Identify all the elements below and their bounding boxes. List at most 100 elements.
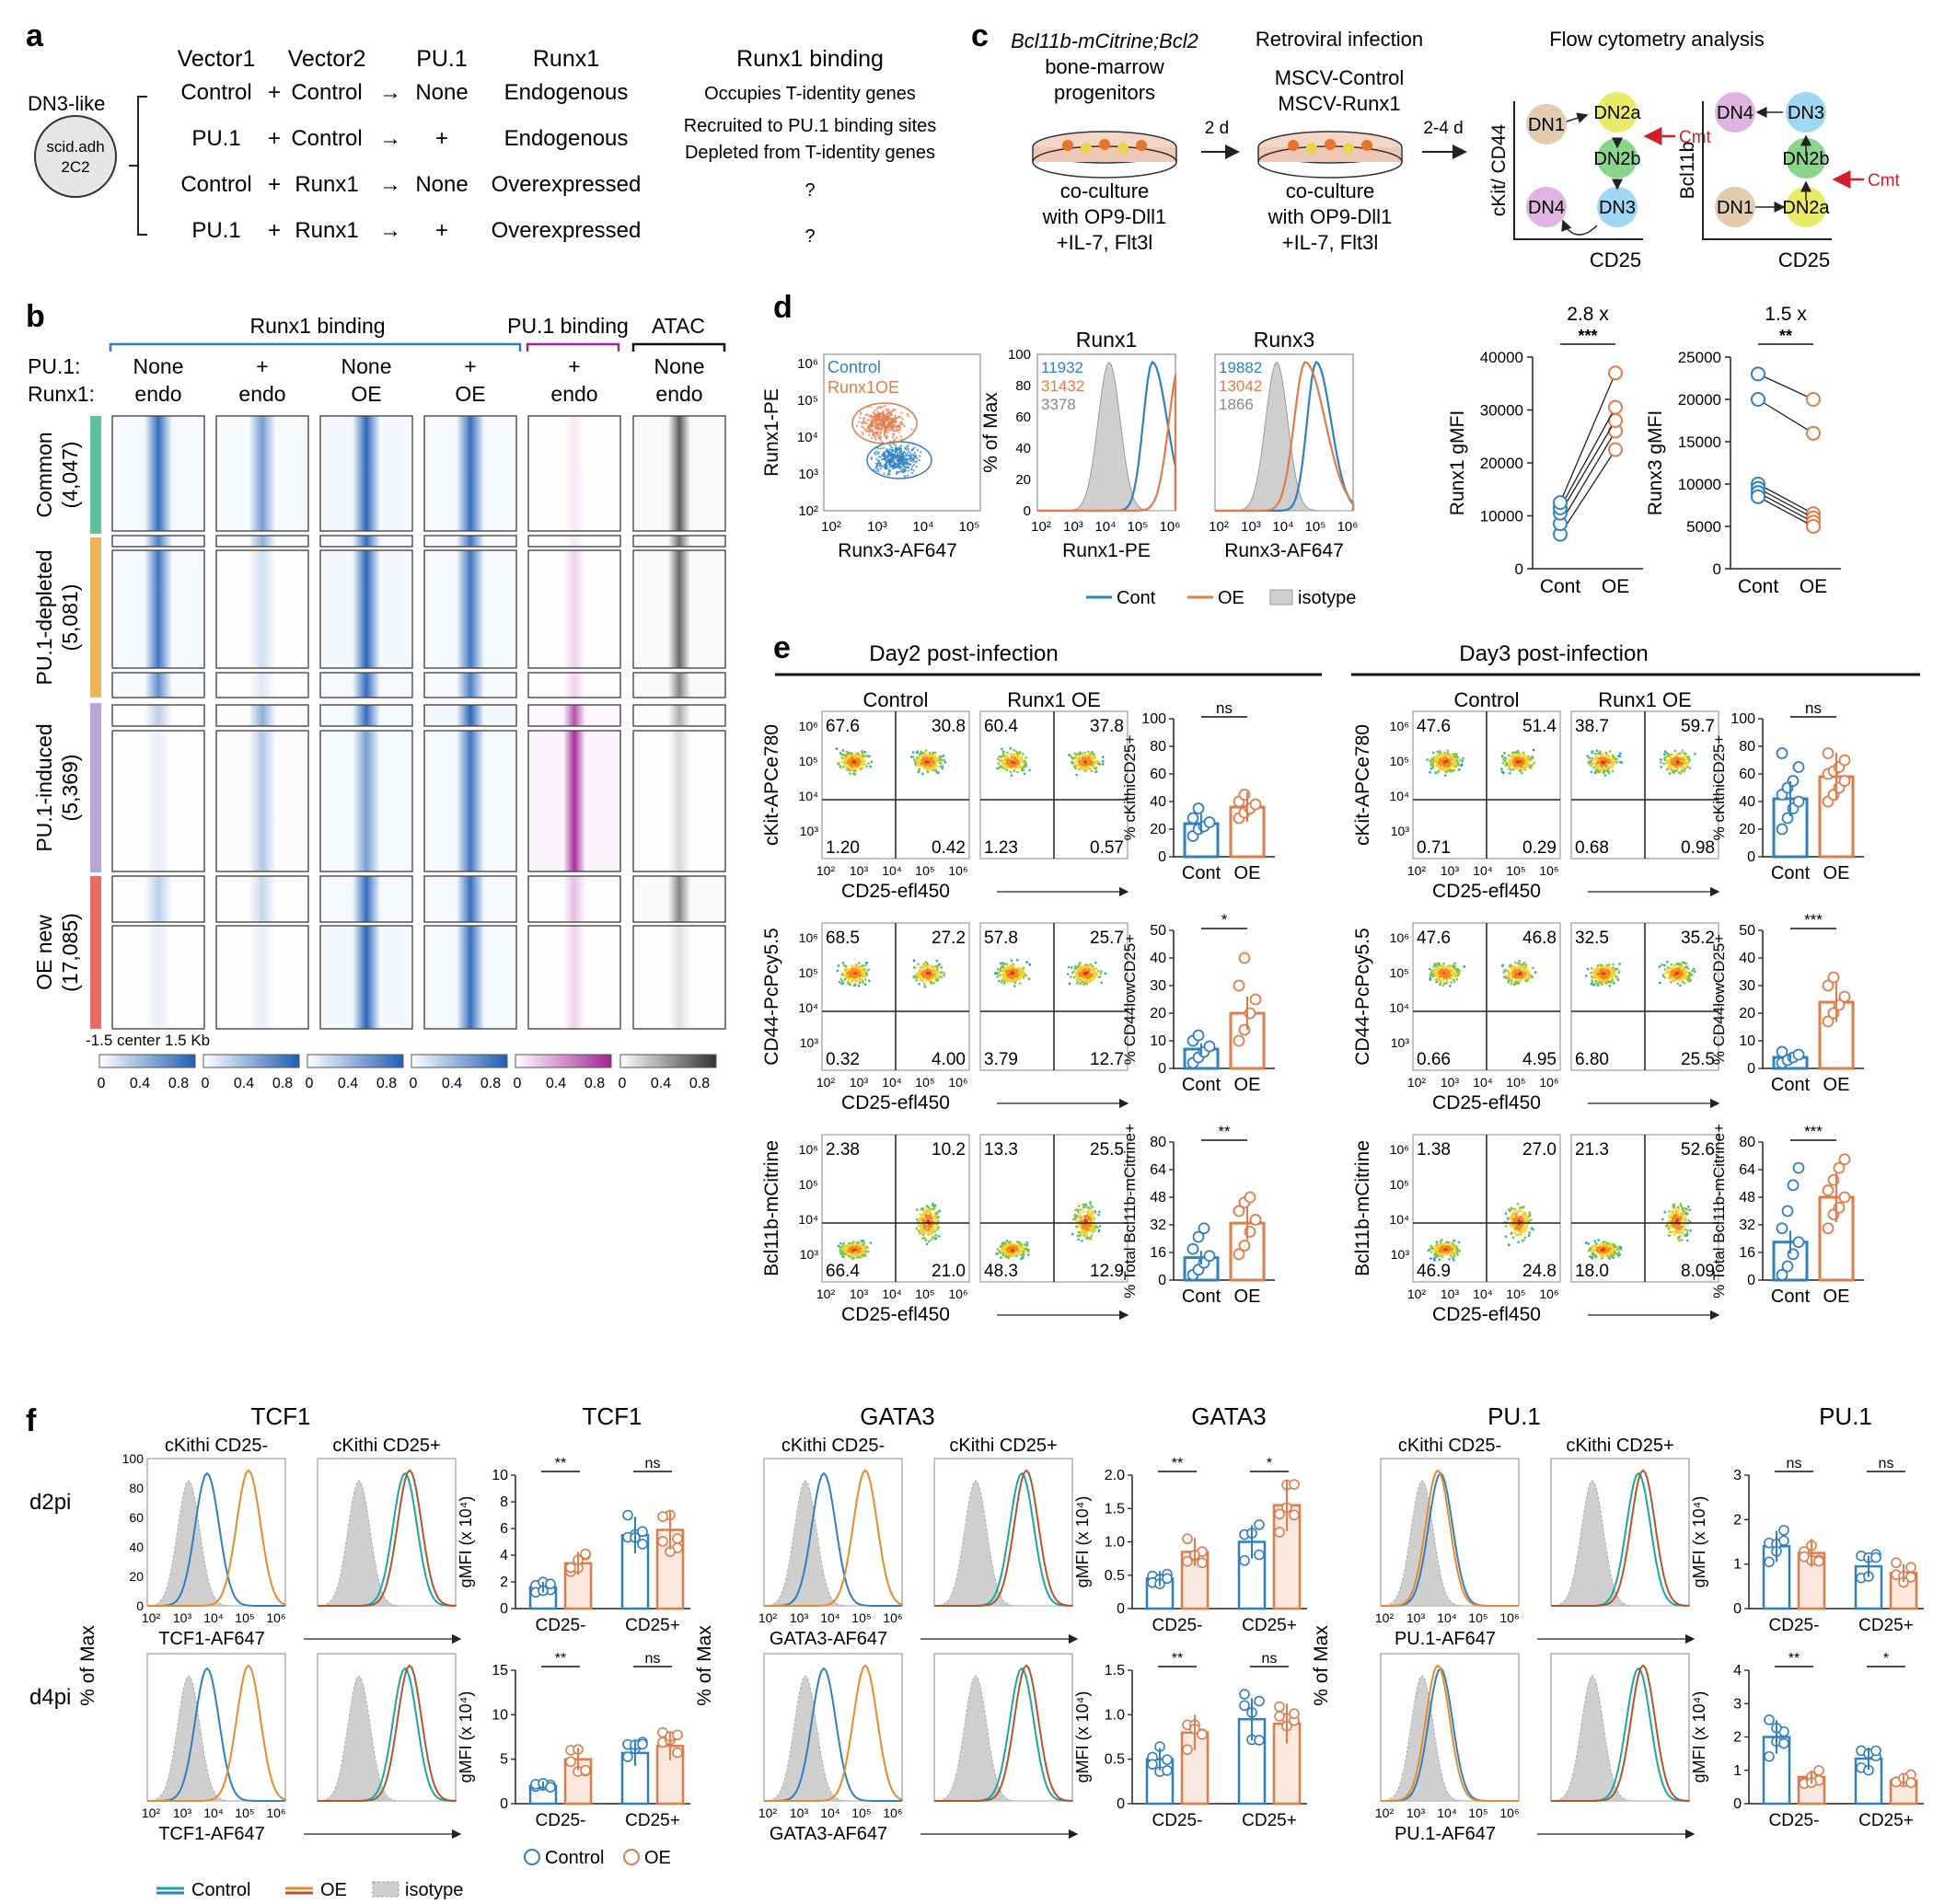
oe-event-dot <box>892 430 896 433</box>
e-event-dot <box>1431 764 1434 767</box>
heatmap-block-border <box>215 672 309 698</box>
node-dn3 <box>1597 187 1638 227</box>
e-ylabel: cKit-APCe780 <box>1352 724 1373 846</box>
e-event-dot <box>1091 966 1094 970</box>
e-event-dot <box>921 1237 924 1240</box>
e-event-dot <box>928 758 932 761</box>
e-event-dot <box>1084 766 1087 769</box>
e-event-dot <box>1441 978 1445 982</box>
heatmap-block <box>527 875 621 923</box>
heatmap-block-border <box>215 730 309 872</box>
e-event-dot <box>939 755 943 758</box>
e-ytick: 10⁵ <box>1390 965 1409 980</box>
e-event-dot <box>1024 1247 1028 1250</box>
e-ytick: 10⁶ <box>799 719 818 733</box>
e-event-dot <box>998 979 1001 983</box>
e-event-dot <box>1013 985 1016 987</box>
e-data-point <box>1792 761 1805 773</box>
hist-gmfi-value: 3378 <box>1041 396 1076 413</box>
e-event-dot <box>1015 750 1018 754</box>
oe-event-dot <box>885 416 888 419</box>
e-event-dot <box>996 1248 1000 1251</box>
e-event-dot <box>862 1252 865 1254</box>
e-xtick: 10⁶ <box>948 1075 967 1090</box>
e-event-dot <box>857 962 861 964</box>
e-event-dot <box>1017 763 1021 766</box>
e-event-dot <box>1016 958 1019 962</box>
control-event-dot <box>903 446 907 450</box>
e-event-dot <box>1460 763 1464 766</box>
e-event-dot <box>1435 964 1438 967</box>
step1-line2: bone-marrow <box>1045 55 1164 78</box>
e-event-dot <box>862 970 864 973</box>
control-event-dot <box>902 450 906 454</box>
e-event-dot <box>1023 772 1026 776</box>
e-event-dot <box>852 1243 855 1246</box>
e-event-dot <box>941 971 943 974</box>
e-event-dot <box>856 762 859 765</box>
e-event-dot <box>1001 752 1005 755</box>
e-event-dot <box>1596 752 1600 756</box>
row-vector1: Control <box>180 172 251 197</box>
control-event-dot <box>878 460 881 464</box>
e-event-dot <box>925 1242 929 1246</box>
e-event-dot <box>940 758 943 762</box>
control-event-dot <box>918 459 920 462</box>
e-event-dot <box>1618 760 1622 764</box>
e-event-dot <box>865 765 868 767</box>
quadrant-ll: 66.4 <box>826 1262 860 1281</box>
control-event-dot <box>901 456 905 458</box>
oe-event-dot <box>891 436 895 439</box>
e-event-dot <box>1087 750 1090 754</box>
oe-event-dot <box>868 423 871 427</box>
oe-event-dot <box>868 433 871 437</box>
heatmap-block <box>527 730 621 872</box>
e-bar-ylabel: % cKithiCD25+ <box>1121 735 1139 841</box>
e-event-dot <box>838 980 841 984</box>
e-event-dot <box>1686 766 1689 768</box>
oe-event-dot <box>881 427 884 430</box>
e-event-dot <box>1094 767 1096 770</box>
e-event-dot <box>1674 763 1677 767</box>
oe-event-dot <box>862 421 864 425</box>
control-event-dot <box>899 466 902 469</box>
e-event-dot <box>1000 1256 1002 1259</box>
e-event-dot <box>1001 1241 1003 1245</box>
e-event-dot <box>844 1252 847 1256</box>
heatmap-block <box>423 549 517 669</box>
e-event-dot <box>926 770 930 774</box>
e-event-dot <box>1459 758 1463 762</box>
paired-ylabel: Runx3 gMFI <box>1645 410 1666 515</box>
e-event-dot <box>1073 975 1076 979</box>
e-event-dot <box>1455 753 1458 756</box>
e-event-dot <box>1097 1229 1101 1233</box>
e-event-dot <box>842 1241 845 1245</box>
row-vector2: Control <box>291 126 362 151</box>
node-dn4 <box>1526 187 1567 227</box>
color-scale-bar <box>619 1054 717 1068</box>
e-event-dot <box>920 1217 923 1219</box>
oe-event-dot <box>878 415 881 419</box>
panel-a: a DN3-like scid.adh 2C2 Vector1 Vector2 … <box>26 18 936 247</box>
e-event-dot <box>913 758 916 761</box>
oe-event-dot <box>893 417 897 421</box>
e-event-dot <box>1437 755 1441 757</box>
control-event-dot <box>909 454 912 457</box>
e-data-point <box>1186 1242 1199 1255</box>
e-event-dot <box>862 981 864 984</box>
e-data-point <box>1203 1250 1216 1263</box>
e-event-dot <box>914 763 917 766</box>
oe-event-dot <box>883 434 886 437</box>
e-event-dot <box>934 1237 938 1240</box>
panel-a-rows: Control + Control → None Endogenous Occupies T… <box>180 80 936 247</box>
e-bar-ytick: 60 <box>1150 767 1166 782</box>
scatter-ytick: 10³ <box>798 467 818 482</box>
e-event-dot <box>933 1220 937 1223</box>
e-event-dot <box>932 969 936 973</box>
oe-event-dot <box>877 414 880 417</box>
e-event-dot <box>845 974 848 977</box>
oe-event-dot <box>870 436 874 440</box>
heatmap-block <box>111 535 205 548</box>
oe-event-dot <box>876 406 880 410</box>
control-event-dot <box>894 444 897 447</box>
